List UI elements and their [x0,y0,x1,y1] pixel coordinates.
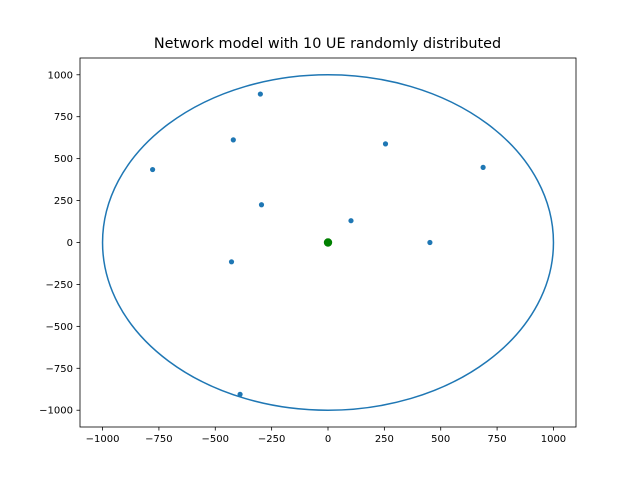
x-tick-label-2: −500 [202,434,229,445]
ue-point-9 [228,259,235,265]
ue-point-6 [258,202,265,208]
y-tick-label-3: −250 [46,280,73,291]
y-tick-label-0: −1000 [39,406,73,417]
x-tick-label-5: 250 [375,434,394,445]
ue-point-10 [237,391,243,397]
x-tick-label-8: 1000 [541,434,566,445]
y-tick-label-5: 250 [54,196,73,207]
ue-point-1 [257,91,263,97]
x-tick-label-7: 750 [488,434,507,445]
chart-title: Network model with 10 UE randomly distri… [154,36,501,52]
y-tick-label-4: 0 [67,238,73,249]
base-station-point [323,238,333,247]
ue-point-4 [480,164,486,170]
ue-point-2 [230,137,236,143]
ue-point-7 [348,218,354,224]
x-tick-label-1: −750 [145,434,172,445]
x-tick-label-4: 0 [325,434,331,445]
y-tick-label-6: 500 [54,154,73,165]
x-tick-label-0: −1000 [86,434,120,445]
plot-area: −1000 −750 −500 −250 0 250 500 750 1000 −1000 −750… [39,57,577,445]
ue-point-3 [382,141,389,147]
x-tick-label-6: 500 [431,434,450,445]
ue-point-5 [149,166,156,173]
y-tick-label-8: 1000 [48,70,73,81]
cell-boundary-circle [101,74,555,411]
y-tick-label-7: 750 [54,112,73,123]
y-tick-label-1: −750 [46,364,73,375]
ue-point-8 [427,239,433,246]
x-tick-label-3: −250 [258,434,285,445]
y-tick-label-2: −500 [46,322,73,333]
